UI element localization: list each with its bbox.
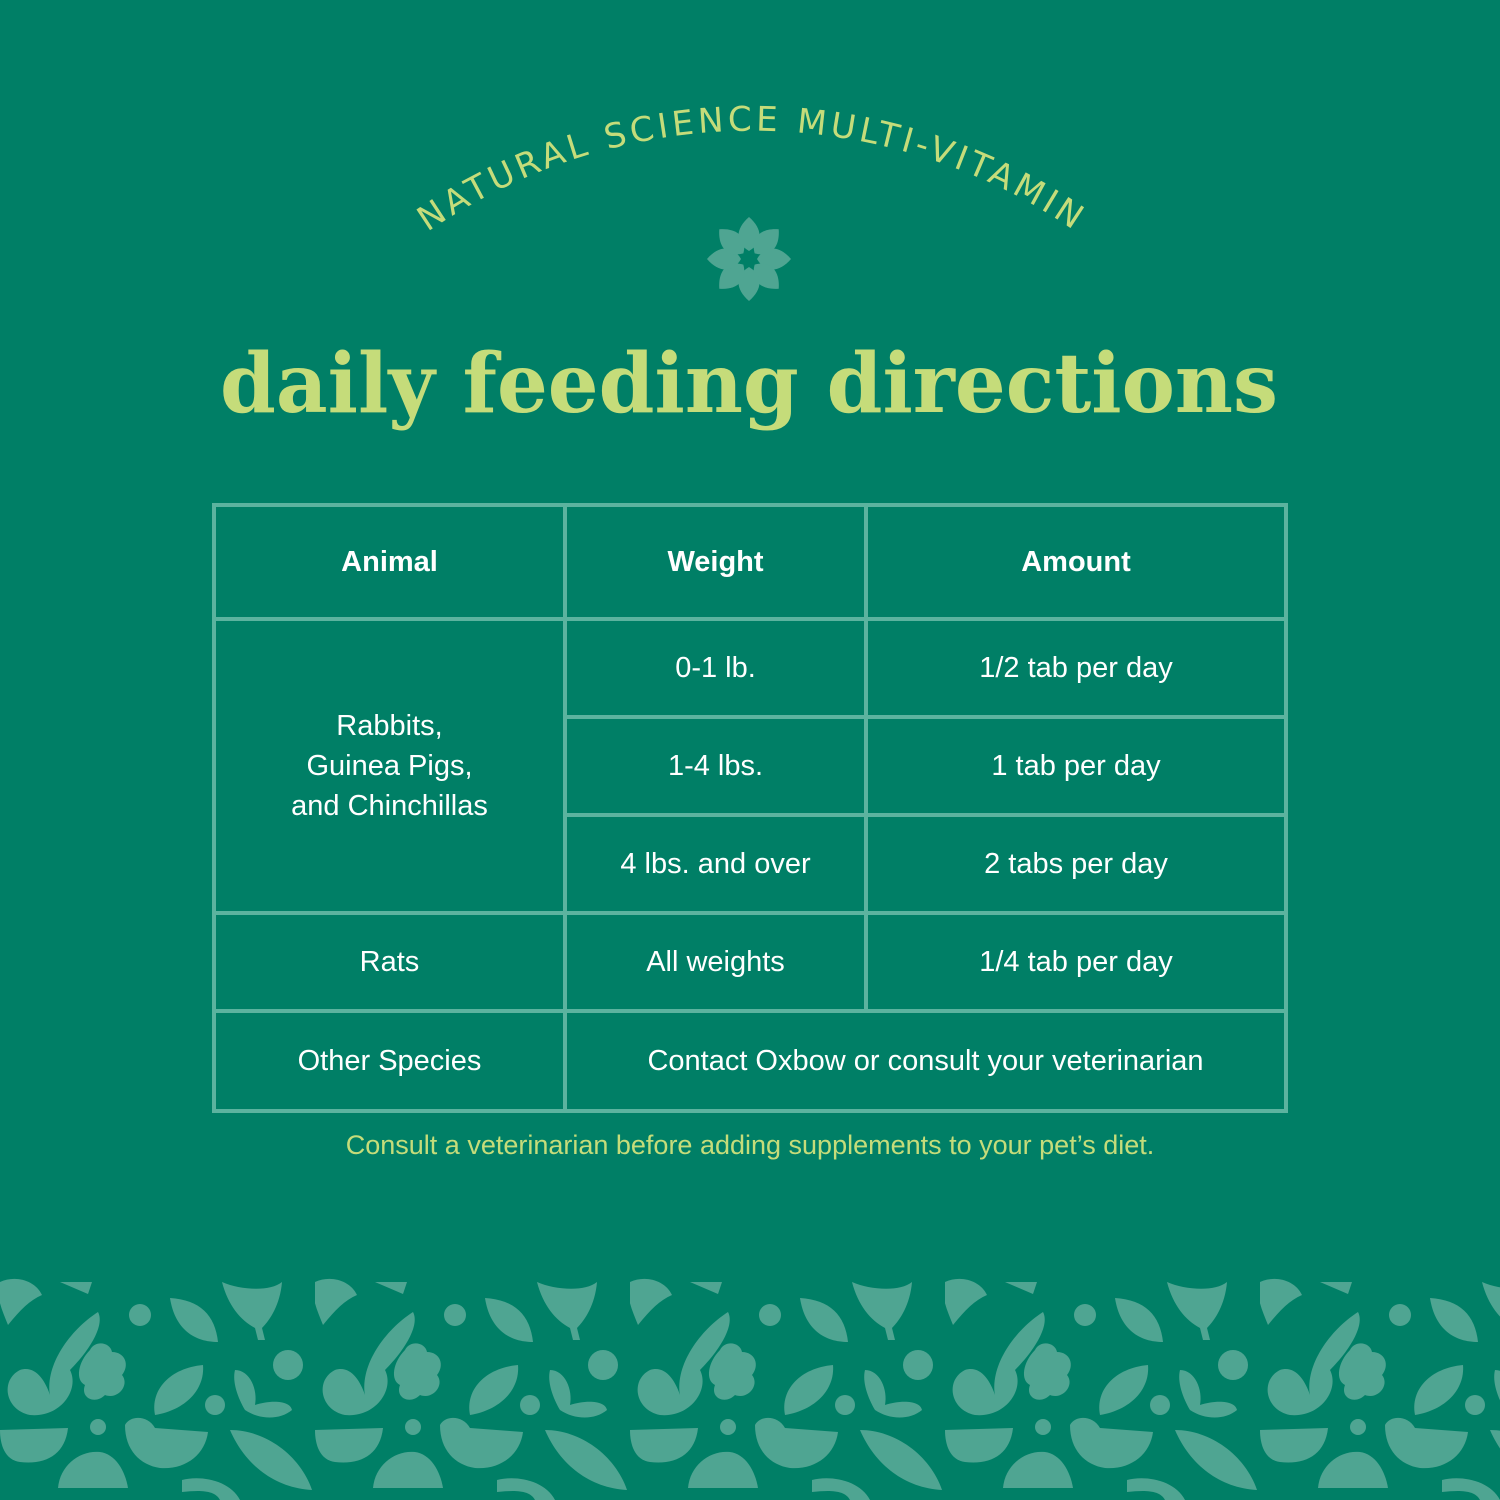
table-header-row: Animal Weight Amount xyxy=(212,503,1288,621)
footnote: Consult a veterinarian before adding sup… xyxy=(345,1130,1155,1160)
cell-weight: All weights xyxy=(563,911,868,1013)
page-title-text: daily feeding directions xyxy=(220,336,1278,432)
eight-petal-flower-icon xyxy=(707,217,791,301)
feeding-table: Animal Weight Amount Rabbits, Guinea Pig… xyxy=(212,503,1288,1113)
animal-line: Rabbits, xyxy=(336,710,443,742)
table-row: 1-4 lbs. 1 tab per day xyxy=(214,715,1288,817)
cell-weight: 4 lbs. and over xyxy=(563,813,868,915)
table-row: Rabbits, Guinea Pigs, and Chinchillas 0-… xyxy=(212,617,1288,915)
cell-weight: 1-4 lbs. xyxy=(563,715,868,817)
animal-line: and Chinchillas xyxy=(291,790,488,822)
decorative-pattern xyxy=(0,1270,1500,1500)
arc-heading-text: NATURAL SCIENCE MULTI-VITAMIN xyxy=(410,100,1089,240)
cell-weight: 0-1 lb. xyxy=(563,617,868,719)
cell-amount: 1/4 tab per day xyxy=(864,911,1288,1013)
table-row: Rats All weights 1/4 tab per day xyxy=(212,911,1288,1013)
cell-animal: Other Species xyxy=(212,1009,567,1113)
table-row: 4 lbs. and over 2 tabs per day xyxy=(214,813,1288,915)
header-animal: Animal xyxy=(212,503,567,621)
cell-animal-group: Rabbits, Guinea Pigs, and Chinchillas xyxy=(212,617,567,915)
animal-line: Guinea Pigs, xyxy=(306,750,473,782)
arc-heading: NATURAL SCIENCE MULTI-VITAMIN xyxy=(410,100,1093,301)
header-weight: Weight xyxy=(563,503,868,621)
cell-animal: Rats xyxy=(212,911,567,1013)
cell-other-note: Contact Oxbow or consult your veterinari… xyxy=(563,1009,1288,1113)
svg-text:NATURAL SCIENCE MULTI-VITAMIN: NATURAL SCIENCE MULTI-VITAMIN xyxy=(410,100,1093,240)
cell-amount: 1 tab per day xyxy=(864,715,1288,817)
header-amount: Amount xyxy=(864,503,1288,621)
pattern-fill xyxy=(0,1270,1500,1500)
cell-amount: 2 tabs per day xyxy=(864,813,1288,915)
cell-amount: 1/2 tab per day xyxy=(864,617,1288,719)
table-row: Other Species Contact Oxbow or consult y… xyxy=(212,1009,1288,1113)
page-title: daily feeding directions xyxy=(220,336,1278,432)
